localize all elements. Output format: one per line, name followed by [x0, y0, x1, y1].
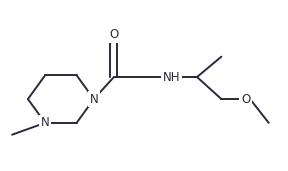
- Text: N: N: [41, 116, 50, 129]
- Text: O: O: [241, 93, 250, 106]
- Text: N: N: [90, 93, 98, 106]
- Text: O: O: [109, 28, 119, 41]
- Text: NH: NH: [162, 70, 180, 83]
